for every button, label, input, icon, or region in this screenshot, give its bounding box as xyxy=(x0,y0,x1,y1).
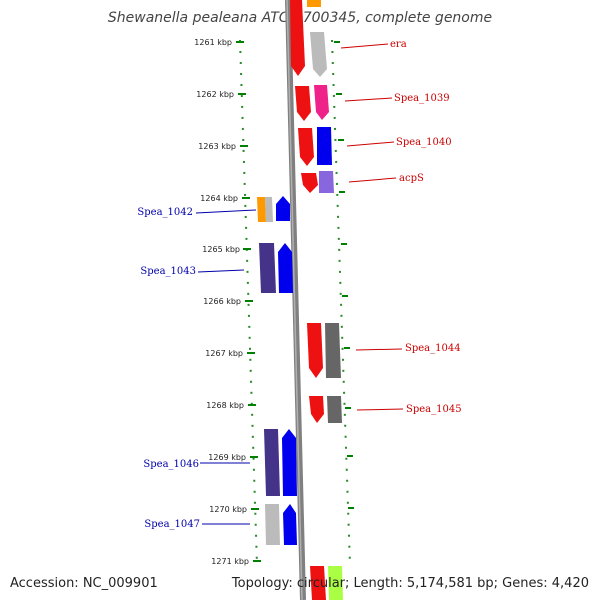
gene-label-spea-1040[interactable]: Spea_1040 xyxy=(396,137,452,148)
gene-spea-1044[interactable] xyxy=(307,323,323,378)
tick-label: 1264 kbp xyxy=(200,194,238,203)
gene-spea-1044b[interactable] xyxy=(325,323,341,378)
scale-tick-labels: 1261 kbp 1262 kbp 1263 kbp 1264 kbp 1265… xyxy=(194,38,249,566)
scale-ticks xyxy=(236,41,354,562)
gene-spea-1047b[interactable] xyxy=(283,504,297,545)
gene-label-era[interactable]: era xyxy=(390,39,407,50)
topology-text: Topology: circular; Length: 5,174,581 bp… xyxy=(231,576,589,591)
gene-spea-1043b[interactable] xyxy=(278,243,293,293)
gene-label-spea-1046[interactable]: Spea_1046 xyxy=(143,459,199,470)
tick-label: 1270 kbp xyxy=(209,505,247,514)
gene-spea-1046[interactable] xyxy=(264,429,280,496)
gene-spea-1042-orange[interactable] xyxy=(257,197,266,222)
gene-partial-bottom-2[interactable] xyxy=(328,566,343,600)
tick-label: 1262 kbp xyxy=(196,90,234,99)
tick-label: 1267 kbp xyxy=(205,349,243,358)
tick-label: 1269 kbp xyxy=(208,453,246,462)
gene-label-spea-1042[interactable]: Spea_1042 xyxy=(137,207,193,218)
gene-spea-1046b[interactable] xyxy=(282,429,297,496)
gene-spea-1039[interactable] xyxy=(295,86,311,121)
tick-label: 1268 kbp xyxy=(206,401,244,410)
genome-backbone xyxy=(285,0,306,600)
gene-label-spea-1039[interactable]: Spea_1039 xyxy=(394,93,450,104)
label-connectors xyxy=(195,43,404,525)
gene-spea-1040b[interactable] xyxy=(317,127,332,165)
gene-label-spea-1043[interactable]: Spea_1043 xyxy=(140,266,196,277)
gene-spea-1045[interactable] xyxy=(309,396,324,423)
gene-neighbor-1039[interactable] xyxy=(310,32,327,77)
gene-spea-1047[interactable] xyxy=(265,504,280,545)
gene-spea-1042[interactable] xyxy=(265,197,273,222)
gene-acps-b[interactable] xyxy=(319,171,334,193)
tick-label: 1263 kbp xyxy=(198,142,236,151)
gene-spea-1043[interactable] xyxy=(259,243,276,293)
gene-label-spea-1047[interactable]: Spea_1047 xyxy=(144,519,200,530)
gene-partial-bottom-1[interactable] xyxy=(310,566,326,600)
genome-backbone-highlight xyxy=(286,0,303,600)
gene-label-spea-1044[interactable]: Spea_1044 xyxy=(405,343,461,354)
gene-labels: era Spea_1039 Spea_1040 acpS Spea_1042 S… xyxy=(137,39,461,530)
minus-strand-genes xyxy=(257,196,297,545)
gene-label-acps[interactable]: acpS xyxy=(399,173,424,184)
tick-label: 1265 kbp xyxy=(202,245,240,254)
plus-strand-genes xyxy=(290,0,343,600)
tick-label: 1266 kbp xyxy=(203,297,241,306)
gene-era[interactable] xyxy=(290,0,305,76)
tick-label: 1261 kbp xyxy=(194,38,232,47)
gene-spea-1039b[interactable] xyxy=(314,85,329,120)
gene-acps[interactable] xyxy=(301,173,318,193)
gene-spea-1040[interactable] xyxy=(298,128,314,166)
gene-spea-1045b[interactable] xyxy=(327,396,342,423)
gene-label-spea-1045[interactable]: Spea_1045 xyxy=(406,404,462,415)
gene-partial-top[interactable] xyxy=(307,0,321,7)
accession-text: Accession: NC_009901 xyxy=(10,576,158,591)
gene-spea-1042b[interactable] xyxy=(276,196,290,221)
tick-label: 1271 kbp xyxy=(211,557,249,566)
